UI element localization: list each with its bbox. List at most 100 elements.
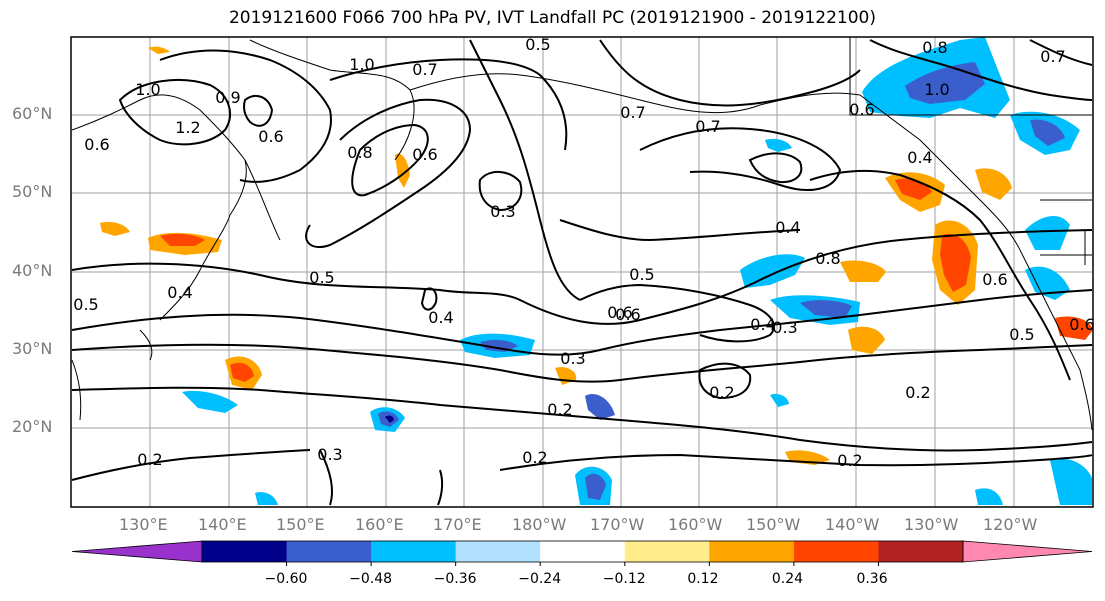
negative-region: [385, 415, 394, 423]
positive-region: [848, 326, 885, 354]
colorbar-tick-label: −0.36: [433, 571, 477, 587]
contour-label: 0.8: [922, 38, 947, 57]
latitude-tick-label: 30°N: [12, 339, 53, 358]
contour-label: 0.5: [309, 268, 334, 287]
colorbar-tick-label: 0.36: [856, 571, 888, 587]
negative-region: [975, 488, 1003, 505]
colorbar-segment: [624, 541, 710, 562]
contour-label: 0.2: [137, 450, 162, 469]
colorbar-tick-label: −0.60: [264, 571, 308, 587]
contour-label: 0.6: [1069, 315, 1094, 334]
contour-label: 1.0: [135, 80, 160, 99]
longitude-tick-label: 130°W: [904, 515, 959, 534]
contour-label: 0.7: [620, 103, 645, 122]
longitude-tick-label: 150°W: [746, 515, 801, 534]
contour-label: 0.9: [215, 88, 240, 107]
latitude-tick-label: 40°N: [12, 261, 53, 280]
colorbar-segment: [371, 541, 457, 562]
contour-label: 0.2: [547, 400, 572, 419]
contour-label: 0.6: [982, 270, 1007, 289]
colorbar-tick-label: 0.24: [771, 571, 804, 587]
longitude-tick-label: 170°E: [433, 515, 482, 534]
contour-label: 0.6: [258, 127, 283, 146]
contour-label: 0.2: [709, 383, 734, 402]
contour-label: 0.5: [73, 295, 98, 314]
contour-label: 0.4: [428, 308, 453, 327]
contour-label: 0.4: [907, 148, 932, 167]
longitude-tick-label: 160°E: [355, 515, 404, 534]
colorbar-segment: [709, 541, 795, 562]
negative-region: [770, 394, 789, 407]
longitude-tick-label: 180°W: [512, 515, 567, 534]
longitude-tick-label: 140°W: [825, 515, 880, 534]
negative-region: [585, 473, 606, 500]
contour-label: 0.6: [849, 100, 874, 119]
colorbar: [71, 540, 1093, 566]
colorbar-segment: [202, 541, 288, 562]
negative-region: [765, 138, 792, 152]
positive-region: [555, 367, 577, 385]
contour-label: 0.7: [695, 117, 720, 136]
contour-label: 0.4: [775, 218, 800, 237]
contour-label: 0.5: [1009, 325, 1034, 344]
positive-region: [230, 362, 254, 382]
longitude-tick-label: 170°W: [590, 515, 645, 534]
positive-region: [940, 233, 971, 292]
longitude-tick-label: 130°E: [119, 515, 168, 534]
pc-shading: [100, 37, 1093, 505]
negative-region: [1050, 458, 1092, 505]
latitude-tick-label: 60°N: [12, 104, 53, 123]
positive-region: [148, 46, 170, 54]
negative-region: [585, 394, 615, 420]
contour-label: 0.6: [607, 303, 632, 322]
contour-label: 0.7: [1040, 47, 1065, 66]
contour-label: 0.3: [772, 318, 797, 337]
colorbar-tick-label: −0.48: [349, 571, 393, 587]
contour-label: 0.2: [837, 451, 862, 470]
contour-label: 0.5: [629, 265, 654, 284]
colorbar-segment: [793, 541, 879, 562]
colorbar-tick-label: 0.12: [687, 571, 719, 587]
contour-label: 0.4: [167, 283, 192, 302]
contour-label: 0.3: [317, 445, 342, 464]
negative-region: [255, 492, 278, 505]
positive-region: [100, 221, 130, 236]
negative-region: [182, 390, 238, 413]
contour-label: 0.6: [84, 135, 109, 154]
negative-region: [1025, 215, 1070, 250]
colorbar-segment: [540, 541, 626, 562]
colorbar-outline: [201, 540, 964, 563]
colorbar-segment: [455, 541, 541, 562]
contour-label: 0.2: [522, 448, 547, 467]
positive-region: [160, 233, 205, 246]
latitude-tick-label: 50°N: [12, 182, 53, 201]
positive-region: [395, 153, 410, 188]
contour-label: 0.3: [560, 349, 585, 368]
contour-label: 0.2: [905, 383, 930, 402]
contour-label: 0.7: [412, 60, 437, 79]
contour-label: 1.0: [924, 80, 949, 99]
contour-label: 0.5: [525, 35, 550, 54]
contour-label: 0.4: [750, 315, 775, 334]
positive-region: [840, 260, 886, 282]
contour-label: 0.3: [490, 202, 515, 221]
longitude-tick-label: 120°W: [983, 515, 1038, 534]
colorbar-extend-low: [71, 540, 203, 563]
longitude-tick-label: 140°E: [198, 515, 247, 534]
contour-labels: 1.0 1.0 1.2 0.6 0.9 0.6 0.8 0.6 0.7 0.5 0.3 0.7 0.7 0…: [73, 35, 1094, 470]
chart-title: 2019121600 F066 700 hPa PV, IVT Landfall…: [228, 8, 876, 28]
colorbar-extend-high: [962, 540, 1093, 563]
positive-region: [975, 168, 1012, 200]
contour-label: 0.8: [815, 249, 840, 268]
colorbar-segment: [286, 541, 372, 562]
negative-region: [1030, 119, 1065, 146]
contour-label: 1.2: [175, 118, 200, 137]
longitude-tick-label: 150°E: [276, 515, 325, 534]
negative-region: [800, 300, 852, 318]
positive-region: [1055, 316, 1093, 340]
colorbar-segment: [878, 541, 964, 562]
longitude-tick-label: 160°W: [668, 515, 723, 534]
colorbar-tick-label: −0.24: [518, 571, 562, 587]
pv-contours: [71, 39, 1093, 506]
